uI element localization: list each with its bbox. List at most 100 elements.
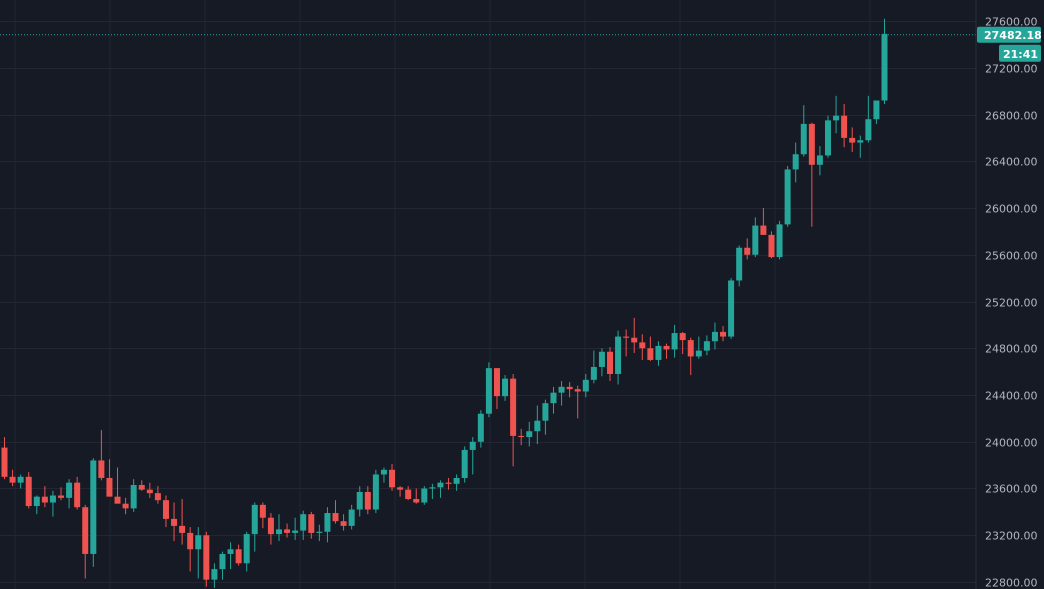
candle[interactable] xyxy=(841,104,848,148)
candle[interactable] xyxy=(154,486,161,504)
candle[interactable] xyxy=(25,472,32,509)
candle[interactable] xyxy=(728,278,735,339)
candle[interactable] xyxy=(833,95,840,134)
candle[interactable] xyxy=(615,330,622,385)
candle[interactable] xyxy=(720,326,727,342)
candle[interactable] xyxy=(598,348,605,377)
candle[interactable] xyxy=(364,486,371,515)
candle[interactable] xyxy=(195,527,202,579)
candle[interactable] xyxy=(590,350,597,384)
candle[interactable] xyxy=(82,504,89,579)
candle[interactable] xyxy=(267,513,274,545)
candle[interactable] xyxy=(9,469,16,487)
candle[interactable] xyxy=(138,480,145,491)
candle[interactable] xyxy=(784,165,791,227)
candle[interactable] xyxy=(736,245,743,287)
candle[interactable] xyxy=(623,329,630,357)
candle[interactable] xyxy=(405,486,412,501)
candle[interactable] xyxy=(41,486,48,508)
candle[interactable] xyxy=(800,105,807,157)
candle[interactable] xyxy=(429,483,436,500)
candle[interactable] xyxy=(251,502,258,552)
candle[interactable] xyxy=(469,437,476,475)
candle[interactable] xyxy=(275,514,282,542)
candle[interactable] xyxy=(679,331,686,355)
candle[interactable] xyxy=(477,410,484,448)
candle[interactable] xyxy=(816,146,823,176)
candle[interactable] xyxy=(300,510,307,540)
candle[interactable] xyxy=(58,487,65,501)
candle[interactable] xyxy=(744,238,751,260)
candle[interactable] xyxy=(510,373,517,467)
candle[interactable] xyxy=(461,446,468,483)
candle[interactable] xyxy=(284,523,291,538)
candle[interactable] xyxy=(445,477,452,490)
candle[interactable] xyxy=(768,231,775,259)
candle[interactable] xyxy=(711,322,718,350)
candle[interactable] xyxy=(873,100,880,124)
candle[interactable] xyxy=(703,335,710,356)
candle[interactable] xyxy=(631,317,638,353)
candle[interactable] xyxy=(776,220,783,260)
candle[interactable] xyxy=(49,490,56,517)
candle[interactable] xyxy=(695,336,702,359)
candle[interactable] xyxy=(542,399,549,435)
candle[interactable] xyxy=(98,430,105,481)
candle[interactable] xyxy=(518,428,525,446)
candle[interactable] xyxy=(324,507,331,543)
candle[interactable] xyxy=(655,341,662,366)
candle[interactable] xyxy=(389,463,396,491)
candle[interactable] xyxy=(187,527,194,572)
candle[interactable] xyxy=(881,18,888,105)
candle[interactable] xyxy=(90,458,97,567)
candle[interactable] xyxy=(1,437,8,480)
candle[interactable] xyxy=(146,482,153,498)
candle[interactable] xyxy=(550,386,557,414)
candle[interactable] xyxy=(171,502,178,542)
candle[interactable] xyxy=(162,495,169,528)
candle[interactable] xyxy=(235,544,242,566)
candle[interactable] xyxy=(203,531,210,587)
candle[interactable] xyxy=(114,467,121,504)
candle[interactable] xyxy=(340,514,347,531)
candle[interactable] xyxy=(752,217,759,258)
candle[interactable] xyxy=(824,115,831,158)
candle[interactable] xyxy=(534,405,541,445)
candle[interactable] xyxy=(526,421,533,447)
candle[interactable] xyxy=(663,343,670,359)
candle[interactable] xyxy=(413,488,420,504)
candle[interactable] xyxy=(453,474,460,491)
candle[interactable] xyxy=(356,486,363,517)
candle[interactable] xyxy=(671,324,678,358)
candle[interactable] xyxy=(849,127,856,152)
candle[interactable] xyxy=(332,500,339,524)
candle[interactable] xyxy=(639,334,646,360)
candle[interactable] xyxy=(865,95,872,143)
candle[interactable] xyxy=(130,479,137,512)
candle[interactable] xyxy=(760,208,767,235)
candle[interactable] xyxy=(17,474,24,489)
candle[interactable] xyxy=(316,524,323,542)
candle[interactable] xyxy=(485,362,492,418)
candle[interactable] xyxy=(792,142,799,183)
candle[interactable] xyxy=(66,479,73,509)
candle[interactable] xyxy=(607,347,614,381)
candle[interactable] xyxy=(259,502,266,529)
candle[interactable] xyxy=(348,504,355,530)
candle[interactable] xyxy=(397,486,404,497)
candle[interactable] xyxy=(33,495,40,515)
candle[interactable] xyxy=(219,551,226,580)
candle[interactable] xyxy=(566,382,573,398)
candle[interactable] xyxy=(857,135,864,158)
candle[interactable] xyxy=(582,373,589,398)
candle[interactable] xyxy=(179,499,186,545)
candle[interactable] xyxy=(292,517,299,540)
candles[interactable] xyxy=(1,18,888,588)
candle[interactable] xyxy=(574,385,581,419)
candle[interactable] xyxy=(380,467,387,483)
candle[interactable] xyxy=(558,380,565,406)
candle[interactable] xyxy=(502,375,509,401)
candle[interactable] xyxy=(122,497,129,515)
candle[interactable] xyxy=(308,511,315,539)
candle[interactable] xyxy=(227,542,234,570)
